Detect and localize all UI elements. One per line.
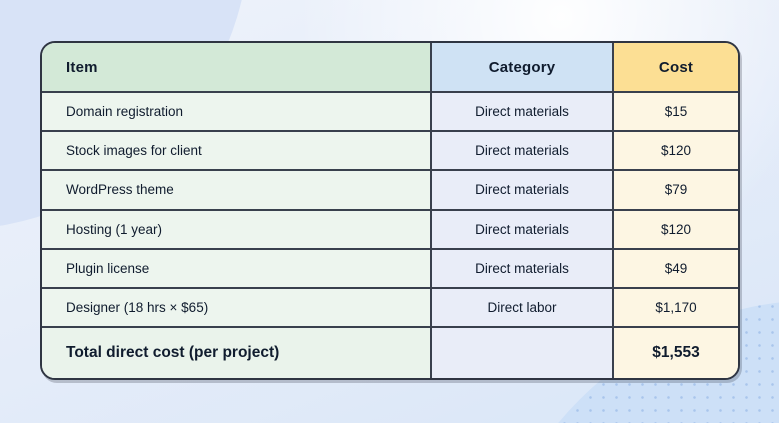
cell-cost: $15 bbox=[612, 93, 738, 131]
cell-item: Domain registration bbox=[42, 93, 430, 131]
cell-cost: $120 bbox=[612, 210, 738, 248]
cell-category: Direct materials bbox=[430, 93, 612, 131]
cell-category: Direct materials bbox=[430, 132, 612, 170]
cell-item: Stock images for client bbox=[42, 132, 430, 170]
column-header-category: Category bbox=[430, 43, 612, 91]
cell-category: Direct materials bbox=[430, 210, 612, 248]
cell-item: Designer (18 hrs × $65) bbox=[42, 288, 430, 326]
cell-cost: $79 bbox=[612, 171, 738, 209]
table-row: Designer (18 hrs × $65) Direct labor $1,… bbox=[42, 286, 738, 326]
table-row: Domain registration Direct materials $15 bbox=[42, 91, 738, 131]
cell-category: Direct materials bbox=[430, 171, 612, 209]
cell-item: Plugin license bbox=[42, 249, 430, 287]
total-label: Total direct cost (per project) bbox=[42, 328, 430, 378]
table-row: WordPress theme Direct materials $79 bbox=[42, 169, 738, 209]
cell-category: Direct labor bbox=[430, 288, 612, 326]
table-row: Stock images for client Direct materials… bbox=[42, 130, 738, 170]
column-header-cost: Cost bbox=[612, 43, 738, 91]
column-header-item: Item bbox=[42, 43, 430, 91]
table-row: Hosting (1 year) Direct materials $120 bbox=[42, 208, 738, 248]
cell-item: Hosting (1 year) bbox=[42, 210, 430, 248]
total-cost-value: $1,553 bbox=[612, 328, 738, 378]
total-category-empty bbox=[430, 328, 612, 378]
cell-item: WordPress theme bbox=[42, 171, 430, 209]
cell-cost: $1,170 bbox=[612, 288, 738, 326]
table-total-row: Total direct cost (per project) $1,553 bbox=[42, 326, 738, 378]
direct-cost-table: Item Category Cost Domain registration D… bbox=[40, 41, 740, 380]
table-header-row: Item Category Cost bbox=[42, 43, 738, 91]
table-row: Plugin license Direct materials $49 bbox=[42, 247, 738, 287]
cell-cost: $49 bbox=[612, 249, 738, 287]
cell-category: Direct materials bbox=[430, 249, 612, 287]
cell-cost: $120 bbox=[612, 132, 738, 170]
